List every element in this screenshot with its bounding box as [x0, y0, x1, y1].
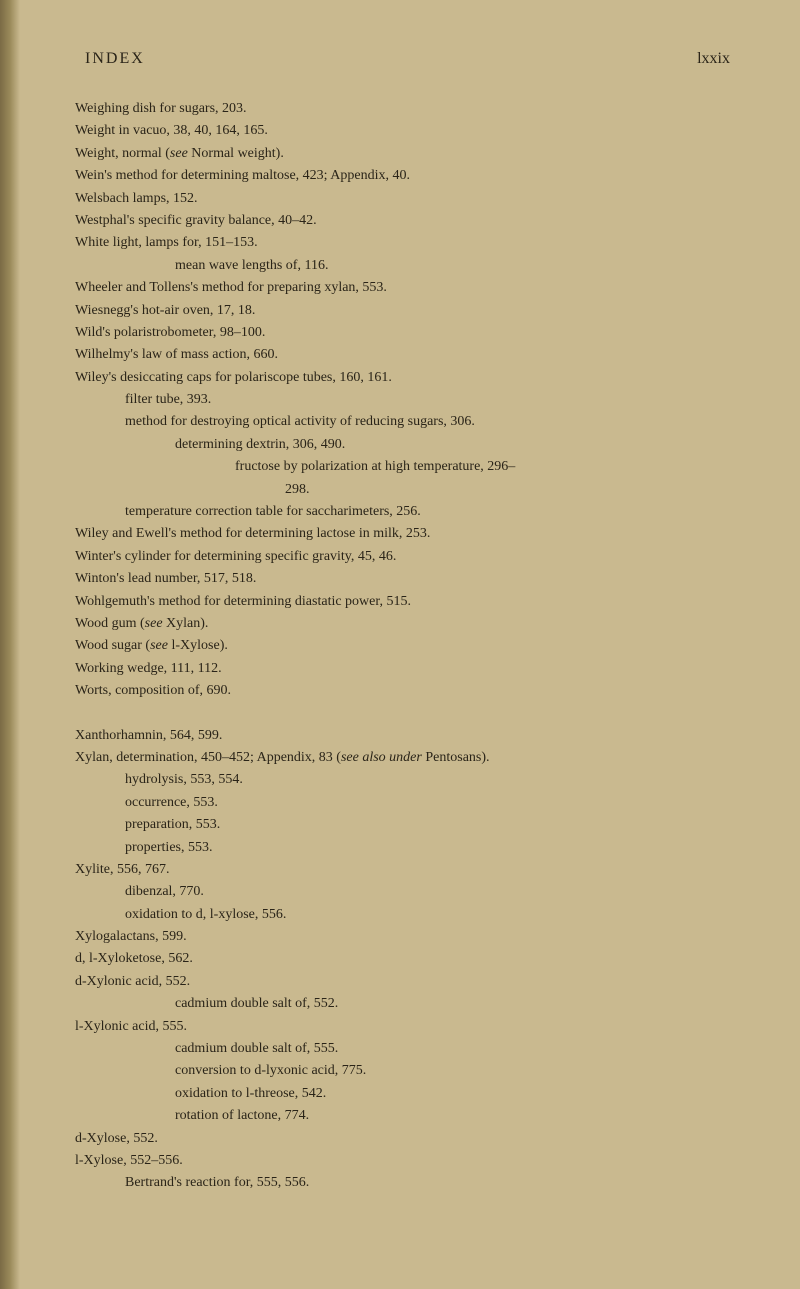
index-entry: cadmium double salt of, 555. — [75, 1038, 740, 1060]
index-entry: Worts, composition of, 690. — [75, 680, 740, 702]
section-break — [75, 703, 740, 725]
index-entry: temperature correction table for sacchar… — [75, 501, 740, 523]
index-entry: oxidation to d, l-xylose, 556. — [75, 904, 740, 926]
index-entry: Weight in vacuo, 38, 40, 164, 165. — [75, 120, 740, 142]
index-entry: Bertrand's reaction for, 555, 556. — [75, 1172, 740, 1194]
index-entry: Wein's method for determining maltose, 4… — [75, 165, 740, 187]
index-entry: White light, lamps for, 151–153. — [75, 232, 740, 254]
index-entry: Wilhelmy's law of mass action, 660. — [75, 344, 740, 366]
italic-text: see also under — [341, 750, 422, 765]
index-entry: Wild's polaristrobometer, 98–100. — [75, 322, 740, 344]
index-entry: Wood gum (see Xylan). — [75, 613, 740, 635]
italic-text: see — [150, 638, 168, 653]
index-entry: Wiesnegg's hot-air oven, 17, 18. — [75, 300, 740, 322]
index-entry: Wheeler and Tollens's method for prepari… — [75, 277, 740, 299]
index-entry: occurrence, 553. — [75, 792, 740, 814]
index-entry: dibenzal, 770. — [75, 881, 740, 903]
index-entry: mean wave lengths of, 116. — [75, 255, 740, 277]
index-entry: l-Xylose, 552–556. — [75, 1150, 740, 1172]
index-entry: d-Xylonic acid, 552. — [75, 971, 740, 993]
index-entry: d, l-Xyloketose, 562. — [75, 948, 740, 970]
index-entry: Weight, normal (see Normal weight). — [75, 143, 740, 165]
index-entry: Xanthorhamnin, 564, 599. — [75, 725, 740, 747]
index-content: Weighing dish for sugars, 203.Weight in … — [75, 98, 740, 1195]
index-entry: method for destroying optical activity o… — [75, 411, 740, 433]
index-entry: Wood sugar (see l-Xylose). — [75, 635, 740, 657]
index-entry: fructose by polarization at high tempera… — [75, 456, 740, 478]
index-entry: Winter's cylinder for determining specif… — [75, 546, 740, 568]
index-entry: preparation, 553. — [75, 814, 740, 836]
index-entry: Xylite, 556, 767. — [75, 859, 740, 881]
index-entry: Wiley and Ewell's method for determining… — [75, 523, 740, 545]
index-entry: conversion to d-lyxonic acid, 775. — [75, 1060, 740, 1082]
index-entry: Westphal's specific gravity balance, 40–… — [75, 210, 740, 232]
index-entry: rotation of lactone, 774. — [75, 1105, 740, 1127]
index-entry: filter tube, 393. — [75, 389, 740, 411]
index-entry: Wiley's desiccating caps for polariscope… — [75, 367, 740, 389]
page-header: INDEX lxxix — [75, 50, 740, 68]
italic-text: see — [170, 146, 188, 161]
italic-text: see — [145, 616, 163, 631]
index-entry: Working wedge, 111, 112. — [75, 658, 740, 680]
index-entry: Xylan, determination, 450–452; Appendix,… — [75, 747, 740, 769]
index-entry: properties, 553. — [75, 837, 740, 859]
header-title: INDEX — [85, 50, 145, 68]
index-entry: hydrolysis, 553, 554. — [75, 769, 740, 791]
index-entry: Weighing dish for sugars, 203. — [75, 98, 740, 120]
index-entry: Xylogalactans, 599. — [75, 926, 740, 948]
index-entry: Winton's lead number, 517, 518. — [75, 568, 740, 590]
index-entry: oxidation to l-threose, 542. — [75, 1083, 740, 1105]
page-number: lxxix — [697, 50, 730, 68]
index-entry: d-Xylose, 552. — [75, 1128, 740, 1150]
index-entry: l-Xylonic acid, 555. — [75, 1016, 740, 1038]
index-entry: determining dextrin, 306, 490. — [75, 434, 740, 456]
index-entry: Wohlgemuth's method for determining dias… — [75, 591, 740, 613]
index-entry: 298. — [75, 479, 740, 501]
index-entry: cadmium double salt of, 552. — [75, 993, 740, 1015]
index-entry: Welsbach lamps, 152. — [75, 188, 740, 210]
